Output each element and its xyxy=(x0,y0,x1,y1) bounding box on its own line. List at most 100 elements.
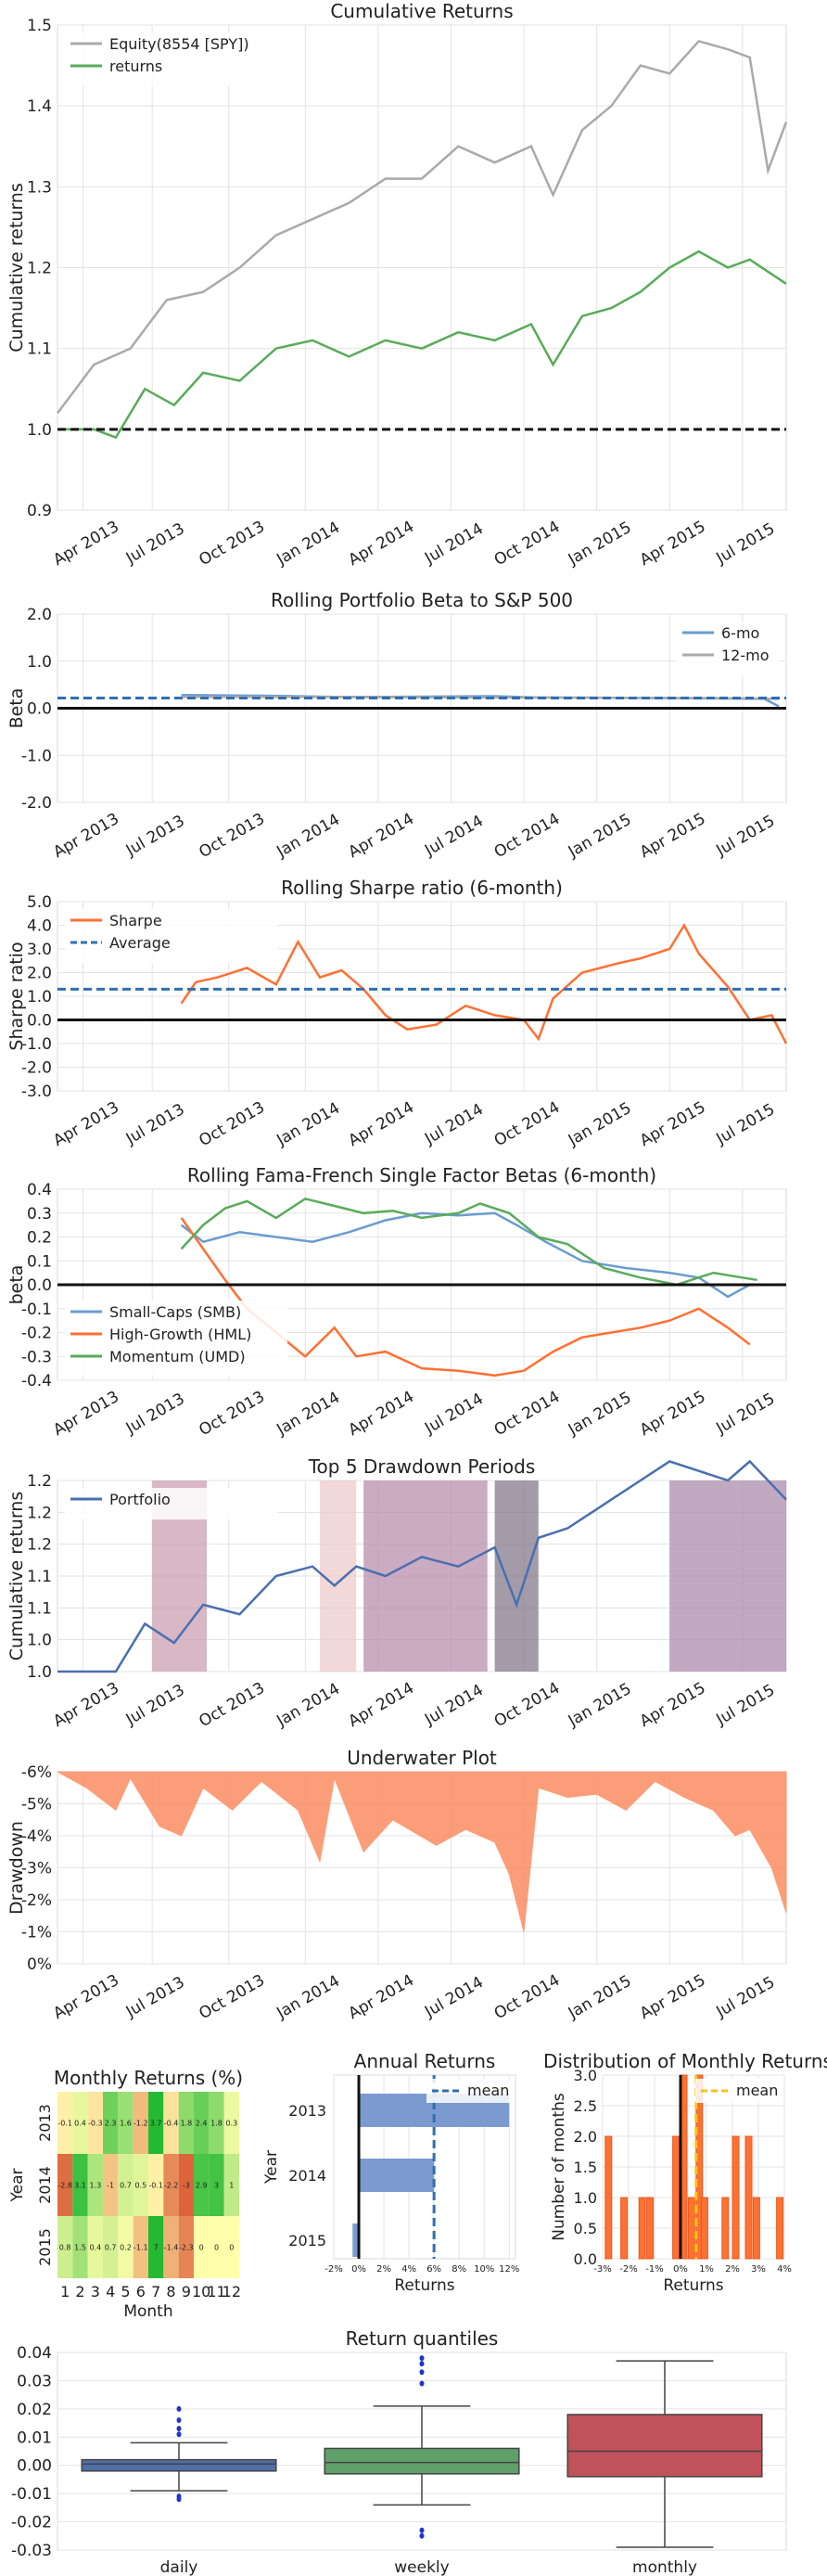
outlier xyxy=(419,2527,425,2533)
y-tick-label: 2.0 xyxy=(574,2128,597,2146)
heatmap-cell-label: 1.6 xyxy=(120,2120,132,2128)
y-tick-label: 1.2 xyxy=(27,1472,52,1491)
x-tick-label: 2% xyxy=(725,2264,740,2275)
x-tick-label: Apr 2013 xyxy=(50,810,122,862)
heatmap-cell-label: -1.2 xyxy=(134,2120,148,2128)
x-tick-label: Oct 2014 xyxy=(491,518,564,570)
y-tick-label: -0.03 xyxy=(11,2542,52,2560)
y-tick-label: -1.0 xyxy=(21,1035,52,1054)
legend-label: 12-mo xyxy=(721,647,770,664)
legend-label: Momentum (UMD) xyxy=(109,1348,246,1365)
chart-title: Return quantiles xyxy=(346,2327,499,2350)
histogram-bar xyxy=(752,2197,760,2260)
legend-box xyxy=(65,909,278,963)
x-tick-label: Jul 2013 xyxy=(122,519,188,568)
histogram-bar xyxy=(672,2135,681,2260)
y-tick-label: 2014 xyxy=(288,2167,326,2185)
heatmap-cell-label: 1.8 xyxy=(210,2120,223,2128)
x-tick-label: -2% xyxy=(324,2264,342,2275)
x-tick-label: Jul 2013 xyxy=(122,1681,188,1729)
x-tick-label: Jul 2014 xyxy=(421,1973,487,2021)
y-tick-label: 4.0 xyxy=(27,917,52,936)
y-tick-label: 0.2 xyxy=(27,1229,52,1248)
chart-fama-french: Rolling Fama-French Single Factor Betas … xyxy=(6,1164,787,1440)
heatmap-cell xyxy=(194,2154,210,2216)
y-tick-label: 2013 xyxy=(288,2102,326,2120)
x-tick-label: 2% xyxy=(376,2264,391,2275)
x-tick-label: Jan 2015 xyxy=(565,1972,635,2023)
heatmap-cell xyxy=(194,2216,210,2278)
y-tick-label: 2.0 xyxy=(27,965,52,983)
y-tick-label: 1.0 xyxy=(27,653,52,672)
heatmap-cell xyxy=(103,2092,119,2154)
y-tick-label: 0.02 xyxy=(17,2401,52,2419)
chart-annual-returns: Annual Returns -2% 0% 2% 4% 6% 8% 10% 12% 2013 201… xyxy=(262,2050,519,2295)
chart-monthly-heatmap: Monthly Returns (%)-0.1 0.4 -0.3 2.3 1.6 -1.2… xyxy=(8,2067,243,2321)
y-axis-label: Sharpe ratio xyxy=(6,942,27,1050)
y-tick-label: -2% xyxy=(21,1891,52,1910)
y-axis-label: Beta xyxy=(6,688,27,729)
x-tick-label: Jul 2015 xyxy=(713,1390,779,1438)
legend: Small-Caps (SMB) High-Growth (HML) Momentu… xyxy=(65,1301,287,1377)
outlier xyxy=(419,2532,425,2539)
chart-sharpe: Rolling Sharpe ratio (6-month) -3.0 -2.0 -1… xyxy=(6,877,788,1150)
heatmap-cell-label: 0 xyxy=(199,2244,204,2252)
y-tick-label: 0.0 xyxy=(574,2250,597,2268)
x-tick-label: 4% xyxy=(777,2264,792,2275)
legend-label: Portfolio xyxy=(109,1491,171,1508)
x-tick-label: -2% xyxy=(619,2264,637,2275)
x-tick-label: Apr 2013 xyxy=(50,1971,122,2023)
heatmap-col-label: 11 xyxy=(207,2283,225,2300)
heatmap-cell xyxy=(223,2092,239,2154)
y-tick-label: 0.01 xyxy=(17,2429,52,2447)
y-tick-label: -0.2 xyxy=(21,1325,52,1343)
heatmap-row-label: 2014 xyxy=(36,2166,54,2204)
y-tick-label: 2015 xyxy=(288,2232,326,2249)
chart-title: Underwater Plot xyxy=(347,1747,497,1769)
y-tick-label: -0.01 xyxy=(11,2485,52,2504)
legend: mean xyxy=(695,2079,779,2103)
heatmap-cell xyxy=(103,2154,119,2216)
x-tick-label: Jul 2013 xyxy=(122,812,188,860)
histogram-bar xyxy=(744,2135,753,2260)
heatmap-cell xyxy=(133,2216,148,2278)
heatmap-col-label: 1 xyxy=(60,2283,70,2300)
series-line xyxy=(57,250,787,440)
x-tick-label: Jul 2014 xyxy=(421,519,487,568)
drawdown-period xyxy=(494,1480,539,1672)
y-tick-label: 2.0 xyxy=(27,606,52,624)
heatmap-cell-label: -0.1 xyxy=(148,2182,163,2190)
heatmap-cell-label: -2.2 xyxy=(164,2182,179,2190)
heatmap-cell xyxy=(223,2216,239,2278)
x-tick-label: Jul 2015 xyxy=(713,812,779,860)
x-tick-label: Jul 2013 xyxy=(122,1973,188,2021)
x-tick-label: Oct 2013 xyxy=(196,518,268,570)
box xyxy=(566,2414,763,2478)
chart-drawdowns: Top 5 Drawdown Periods 1.0 1.0 1.1 1.1 1.2 1.2… xyxy=(6,1455,787,1731)
heatmap-col-label: 9 xyxy=(182,2283,191,2300)
y-tick-label: 0.0 xyxy=(27,1012,52,1031)
y-tick-label: -2.0 xyxy=(21,794,52,813)
legend-box xyxy=(695,2079,779,2103)
bar xyxy=(352,2224,360,2257)
y-tick-label: 1.1 xyxy=(27,1568,52,1586)
heatmap-col-label: 4 xyxy=(106,2283,115,2300)
x-tick-label: Apr 2014 xyxy=(346,1388,418,1440)
x-tick-label: weekly xyxy=(394,2558,449,2576)
y-tick-label: 5.0 xyxy=(27,893,52,912)
x-tick-label: Oct 2013 xyxy=(196,1971,268,2023)
heatmap-col-label: 6 xyxy=(136,2283,146,2300)
x-tick-label: monthly xyxy=(632,2558,697,2576)
histogram-bar xyxy=(687,2197,695,2260)
heatmap-cell-label: 1.8 xyxy=(180,2120,192,2128)
histogram-bar xyxy=(638,2197,646,2260)
y-tick-label: 0.00 xyxy=(17,2457,52,2476)
heatmap-cell xyxy=(178,2154,194,2216)
x-tick-label: Jul 2013 xyxy=(122,1390,188,1438)
y-tick-label: 1.4 xyxy=(27,97,52,116)
histogram-bar xyxy=(620,2197,629,2260)
x-axis-label: Month xyxy=(123,2302,172,2321)
x-tick-label: Apr 2014 xyxy=(346,518,418,570)
outlier xyxy=(419,2380,425,2387)
